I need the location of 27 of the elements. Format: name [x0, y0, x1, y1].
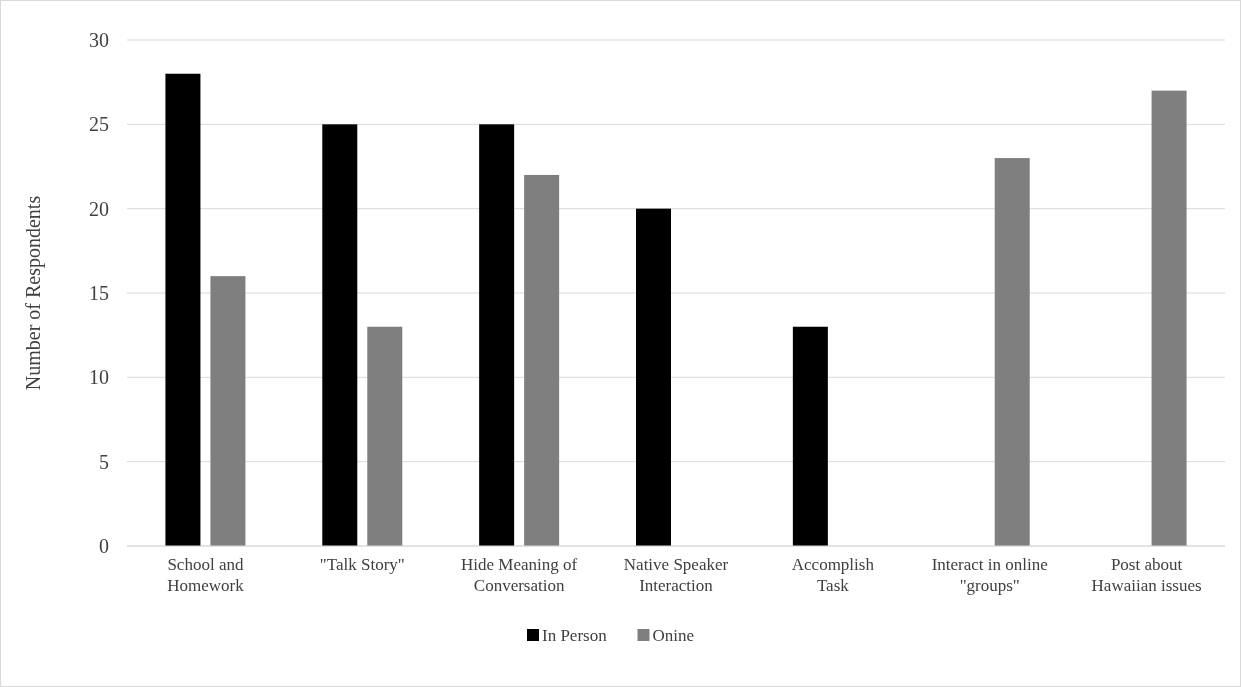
x-tick-label: Post about Hawaiian issues: [1091, 555, 1202, 595]
x-tick-label: Interact in online "groups": [931, 555, 1048, 595]
x-tick-label: "Talk Story": [319, 555, 405, 574]
bar: [210, 276, 246, 546]
y-tick-label: 30: [89, 29, 109, 51]
y-tick-label: 25: [89, 113, 109, 136]
x-tick-label: Accomplish Task: [791, 555, 875, 595]
y-tick-label: 15: [89, 282, 109, 304]
y-tick-label: 5: [99, 450, 109, 473]
bar: [994, 158, 1030, 546]
y-tick-label: 10: [89, 366, 109, 389]
bar: [165, 73, 201, 546]
bar: [367, 326, 403, 546]
bar: [636, 208, 671, 546]
y-axis-title: Number of Respondents: [22, 195, 45, 391]
bar: [479, 124, 515, 546]
bar: [524, 174, 560, 546]
y-tick-label: 0: [99, 535, 109, 557]
legend-label: In Person: [542, 625, 608, 645]
x-tick-label: Native Speaker Interaction: [623, 555, 729, 595]
bar: [1151, 90, 1187, 546]
bar: [792, 326, 828, 546]
x-tick-label: School and Homework: [167, 555, 245, 595]
bar: [322, 124, 358, 546]
legend-label: Onine: [652, 625, 695, 645]
y-tick-label: 20: [89, 197, 109, 220]
x-tick-label: Hide Meaning of Conversation: [461, 555, 578, 595]
